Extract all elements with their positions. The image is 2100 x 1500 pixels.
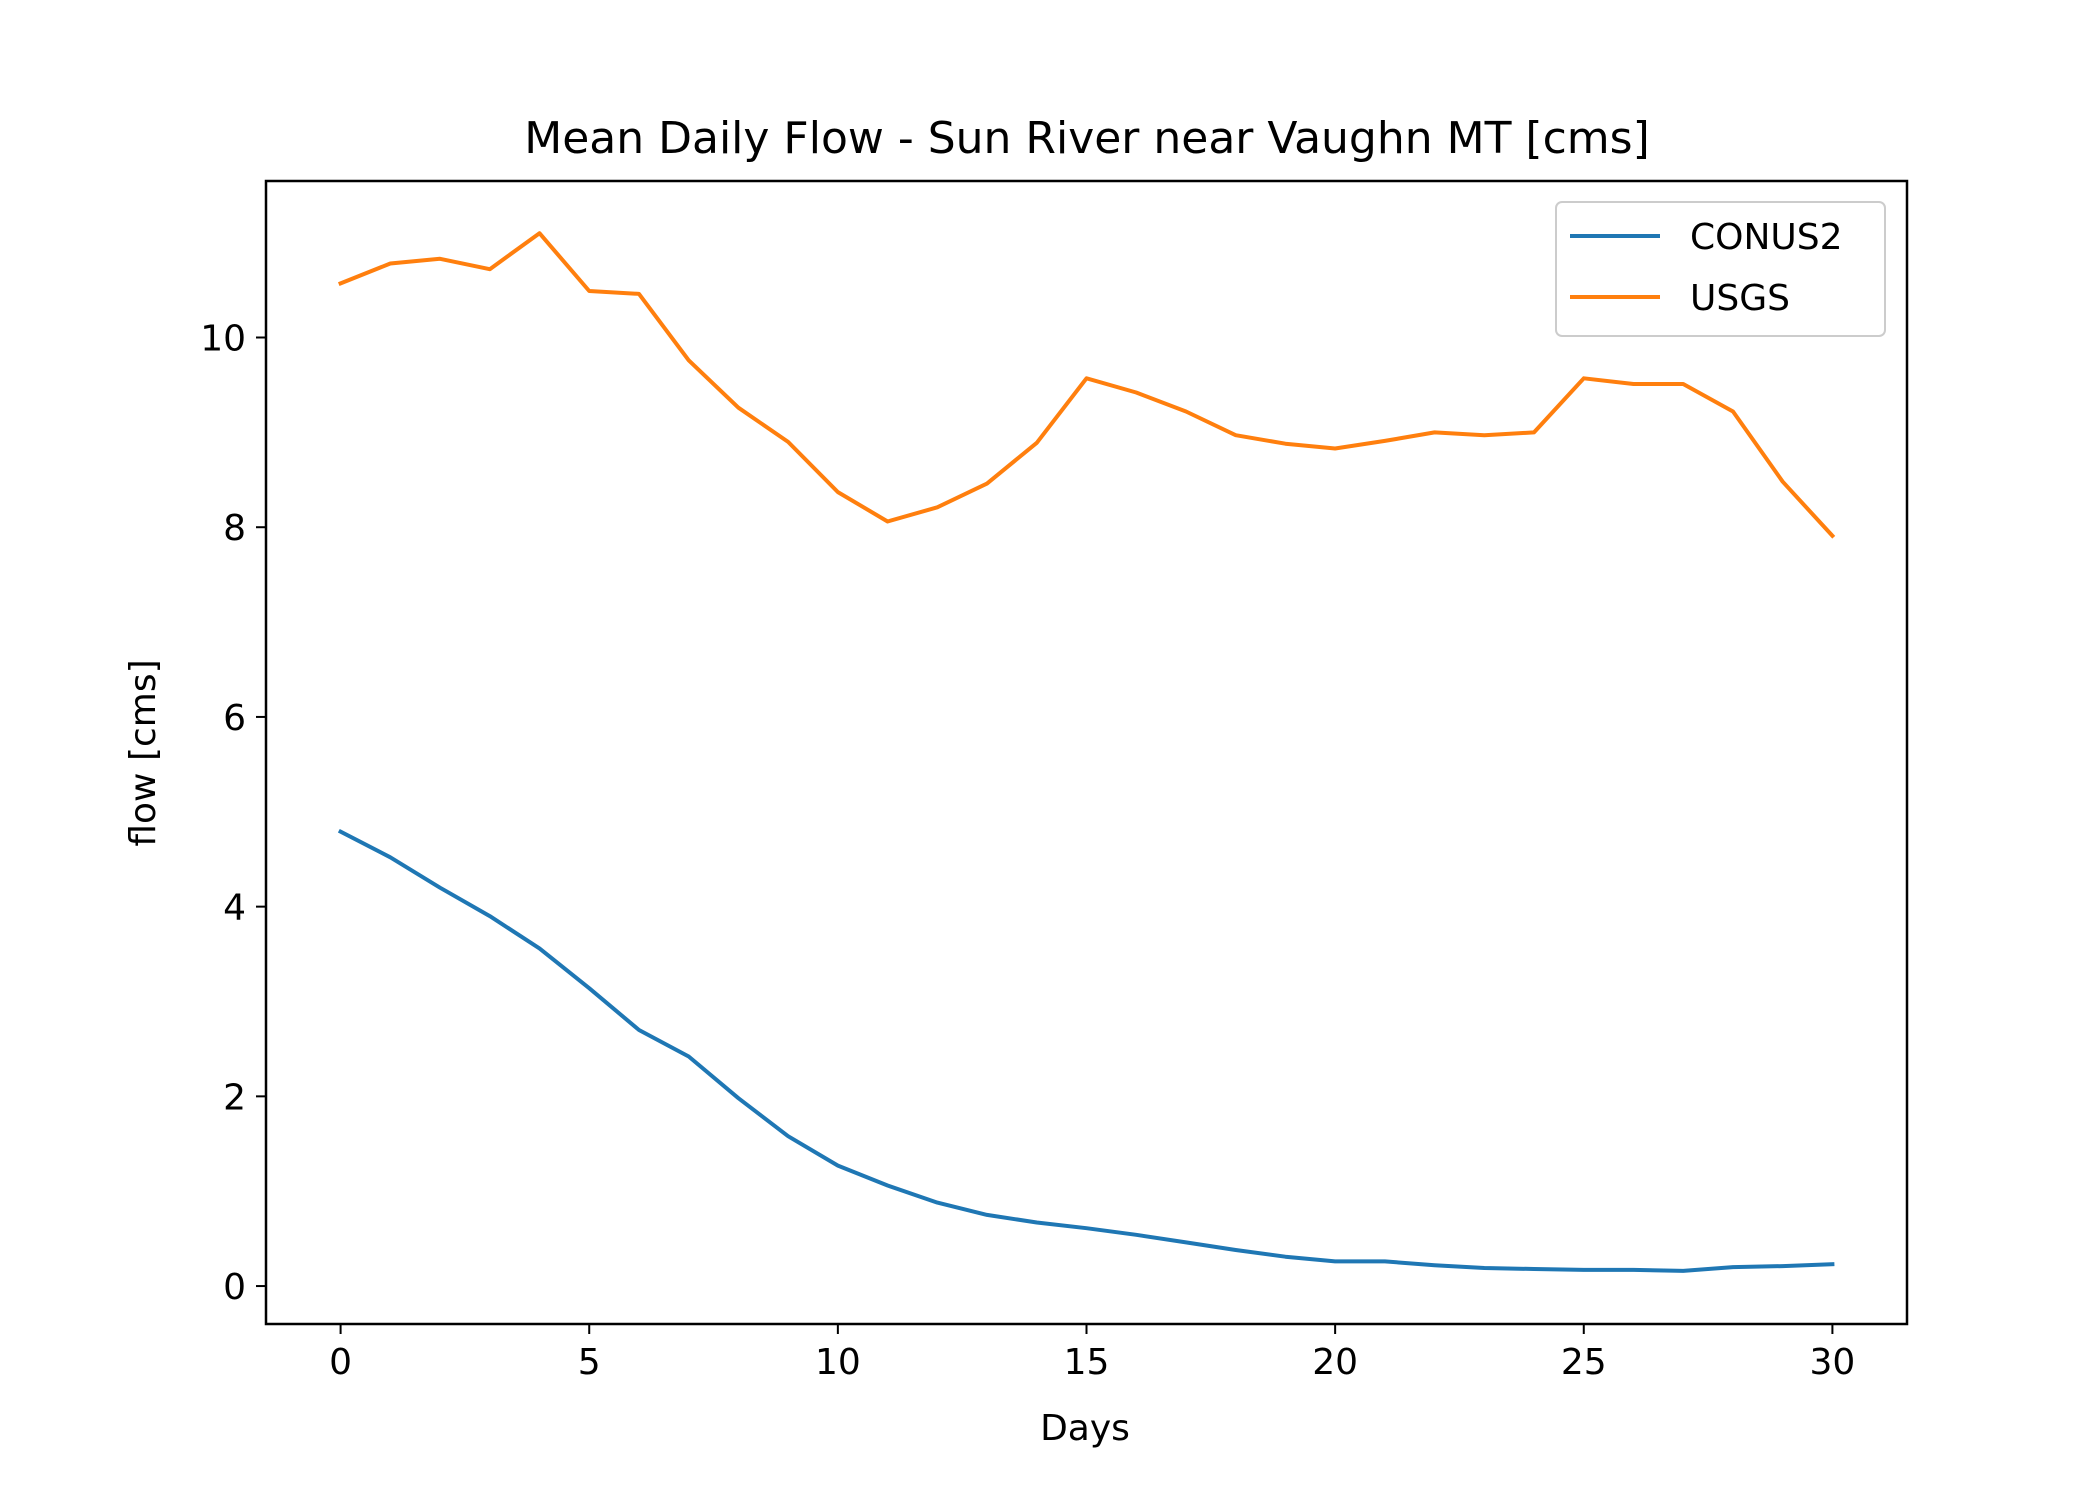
- x-tick-label: 0: [329, 1342, 352, 1383]
- y-tick-label: 4: [223, 888, 246, 929]
- x-tick-label: 30: [1810, 1342, 1856, 1383]
- legend: CONUS2 USGS: [1555, 201, 1886, 337]
- x-tick-label: 10: [815, 1342, 861, 1383]
- series-layer: [337, 231, 1836, 1273]
- y-axis-label: flow [cms]: [123, 659, 164, 846]
- series-line-usgs: [337, 231, 1836, 539]
- legend-label-usgs: USGS: [1690, 278, 1790, 319]
- x-tick-label: 5: [578, 1342, 601, 1383]
- x-tick-label: 25: [1561, 1342, 1607, 1383]
- x-axis: 0 5 10 15 20 25 30: [329, 1324, 1855, 1383]
- x-tick-label: 20: [1312, 1342, 1358, 1383]
- legend-label-conus2: CONUS2: [1690, 217, 1843, 258]
- y-tick-label: 6: [223, 698, 246, 739]
- y-axis: 0 2 4 6 8 10: [200, 319, 266, 1308]
- x-tick-label: 15: [1064, 1342, 1110, 1383]
- chart-title: Mean Daily Flow - Sun River near Vaughn …: [524, 113, 1650, 164]
- y-tick-label: 8: [223, 508, 246, 549]
- x-axis-label: Days: [1040, 1408, 1130, 1449]
- y-tick-label: 2: [223, 1077, 246, 1118]
- series-line-conus2: [337, 829, 1835, 1273]
- y-tick-label: 10: [200, 319, 246, 360]
- y-tick-label: 0: [223, 1267, 246, 1308]
